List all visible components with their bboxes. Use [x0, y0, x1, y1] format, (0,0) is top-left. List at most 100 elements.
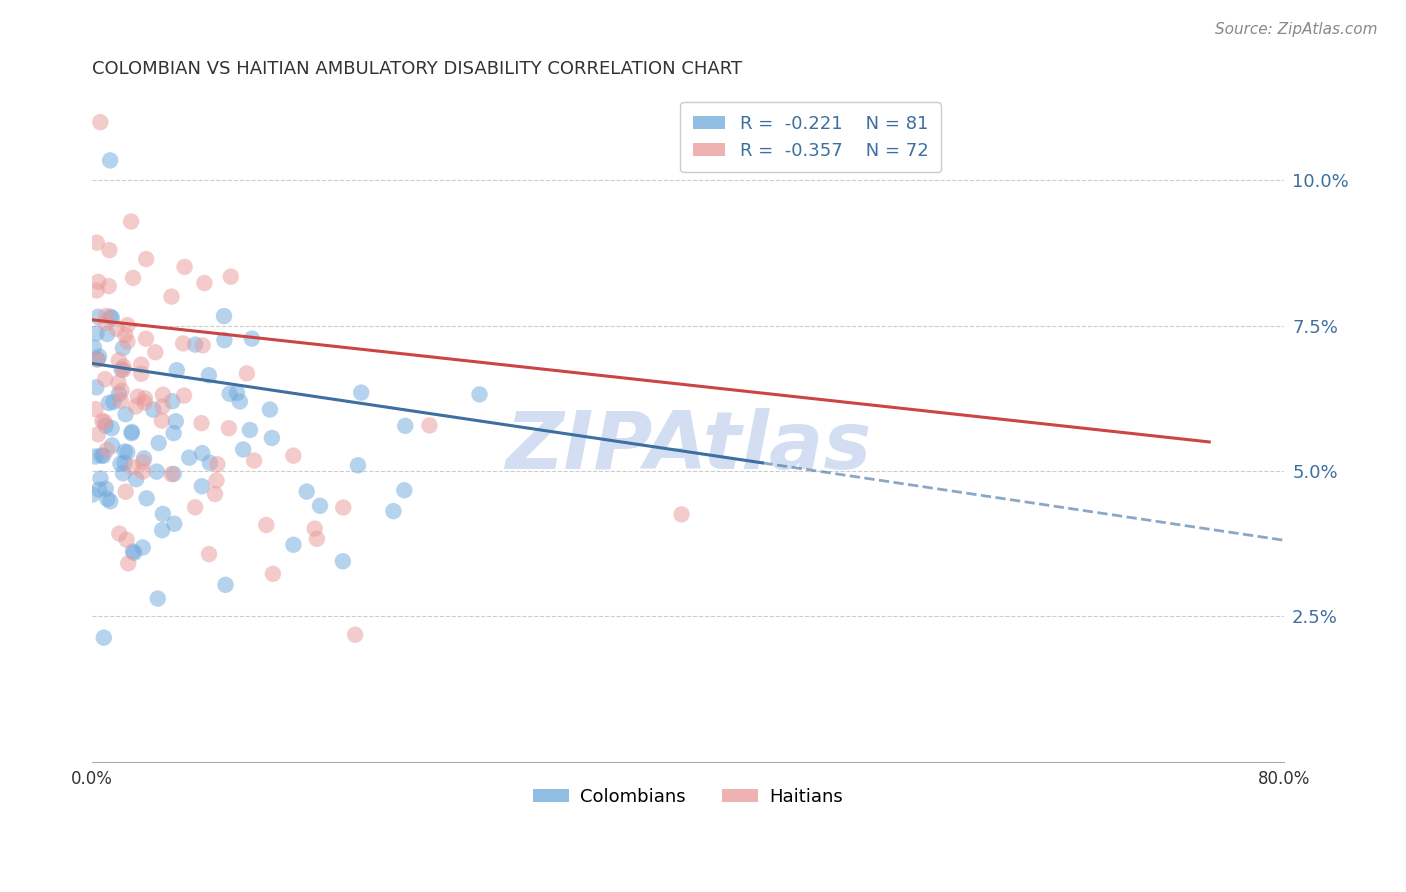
- Point: [94, 418, 117, 433]
- Point: [96, 309, 118, 323]
- Point: [218, 386, 240, 401]
- Point: [260, 431, 283, 445]
- Point: [84, 450, 107, 464]
- Point: [394, 483, 416, 498]
- Point: [150, 523, 173, 537]
- Point: [98, 153, 121, 168]
- Point: [162, 426, 184, 441]
- Point: [205, 474, 228, 488]
- Point: [93, 631, 115, 645]
- Point: [121, 425, 143, 439]
- Point: [152, 507, 174, 521]
- Point: [94, 372, 117, 386]
- Point: [134, 392, 156, 406]
- Point: [332, 500, 354, 515]
- Point: [283, 449, 305, 463]
- Point: [107, 353, 129, 368]
- Point: [122, 544, 145, 558]
- Point: [143, 345, 166, 359]
- Point: [90, 449, 112, 463]
- Point: [87, 427, 110, 442]
- Point: [207, 457, 229, 471]
- Point: [108, 526, 131, 541]
- Point: [226, 385, 249, 400]
- Point: [93, 415, 115, 429]
- Point: [112, 359, 135, 374]
- Point: [83, 341, 105, 355]
- Point: [101, 310, 124, 325]
- Point: [107, 376, 129, 390]
- Point: [110, 393, 132, 408]
- Point: [146, 591, 169, 606]
- Point: [114, 484, 136, 499]
- Point: [350, 385, 373, 400]
- Point: [152, 400, 174, 414]
- Point: [347, 458, 370, 473]
- Point: [114, 444, 136, 458]
- Point: [173, 260, 195, 274]
- Point: [96, 442, 118, 457]
- Point: [87, 483, 110, 497]
- Point: [91, 449, 114, 463]
- Point: [198, 547, 221, 561]
- Point: [96, 326, 118, 341]
- Point: [184, 500, 207, 515]
- Point: [191, 338, 214, 352]
- Point: [132, 451, 155, 466]
- Point: [97, 279, 120, 293]
- Point: [86, 235, 108, 250]
- Point: [191, 446, 214, 460]
- Point: [218, 421, 240, 435]
- Point: [132, 465, 155, 479]
- Point: [671, 508, 693, 522]
- Point: [184, 337, 207, 351]
- Point: [204, 487, 226, 501]
- Point: [148, 436, 170, 450]
- Point: [86, 352, 108, 367]
- Point: [132, 455, 155, 469]
- Point: [115, 533, 138, 547]
- Point: [135, 332, 157, 346]
- Point: [173, 389, 195, 403]
- Text: ZIPAtlas: ZIPAtlas: [505, 409, 872, 486]
- Point: [150, 414, 173, 428]
- Point: [100, 421, 122, 435]
- Point: [117, 318, 139, 333]
- Point: [163, 516, 186, 531]
- Point: [114, 328, 136, 343]
- Point: [236, 367, 259, 381]
- Point: [190, 416, 212, 430]
- Point: [229, 394, 252, 409]
- Point: [165, 414, 187, 428]
- Point: [162, 394, 184, 409]
- Point: [219, 269, 242, 284]
- Point: [87, 310, 110, 324]
- Point: [382, 504, 405, 518]
- Point: [160, 290, 183, 304]
- Point: [117, 445, 139, 459]
- Point: [129, 367, 152, 381]
- Point: [86, 284, 108, 298]
- Point: [305, 532, 328, 546]
- Point: [135, 491, 157, 506]
- Text: COLOMBIAN VS HAITIAN AMBULATORY DISABILITY CORRELATION CHART: COLOMBIAN VS HAITIAN AMBULATORY DISABILI…: [93, 60, 742, 78]
- Point: [100, 310, 122, 324]
- Point: [214, 333, 236, 347]
- Point: [82, 487, 104, 501]
- Point: [94, 482, 117, 496]
- Point: [122, 271, 145, 285]
- Point: [94, 316, 117, 330]
- Point: [135, 252, 157, 266]
- Point: [134, 395, 156, 409]
- Point: [86, 380, 108, 394]
- Point: [112, 467, 135, 481]
- Point: [114, 407, 136, 421]
- Point: [283, 538, 305, 552]
- Point: [198, 456, 221, 470]
- Point: [114, 456, 136, 470]
- Point: [103, 395, 125, 409]
- Point: [97, 396, 120, 410]
- Point: [142, 402, 165, 417]
- Point: [214, 578, 236, 592]
- Point: [309, 499, 332, 513]
